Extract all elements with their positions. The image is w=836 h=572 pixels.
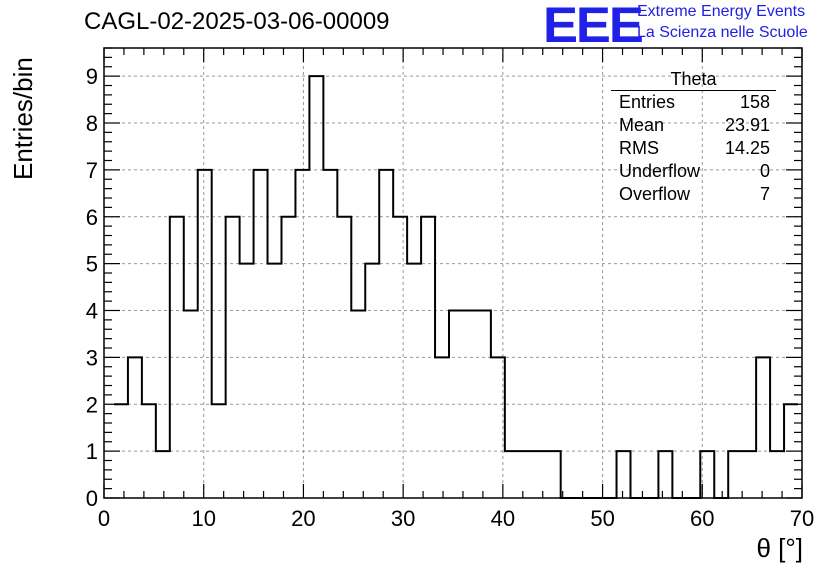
histogram-bin — [240, 264, 254, 498]
stats-row-entries: Entries 158 — [611, 91, 776, 114]
histogram-bin — [617, 451, 631, 498]
histogram-bin — [770, 451, 784, 498]
histogram-bin — [198, 170, 212, 498]
histogram-bin — [309, 76, 323, 498]
histogram-bin — [533, 451, 547, 498]
histogram-bin — [658, 451, 672, 498]
x-tick-label: 10 — [191, 506, 215, 531]
histogram-bin — [281, 217, 295, 498]
histogram-bin — [435, 357, 449, 498]
y-axis-label: Entries/bin — [8, 0, 39, 180]
y-tick-label: 2 — [86, 392, 98, 417]
brand-line-1: Extreme Energy Events — [637, 3, 806, 20]
stats-label: RMS — [619, 138, 659, 158]
stats-value: 7 — [759, 184, 770, 204]
y-tick-label: 4 — [86, 299, 98, 324]
chart-title: CAGL-02-2025-03-06-00009 — [84, 8, 390, 35]
y-tick-label: 1 — [86, 439, 98, 464]
x-tick-label: 0 — [98, 506, 110, 531]
y-axis-label-text: Entries/bin — [8, 57, 38, 180]
y-tick-label: 0 — [86, 486, 98, 511]
x-tick-label: 20 — [291, 506, 315, 531]
histogram-bin — [756, 357, 770, 498]
brand-line-2: La Scienza nelle Scuole — [637, 24, 808, 41]
histogram-bin — [742, 451, 756, 498]
stats-row-overflow: Overflow 7 — [611, 183, 776, 206]
stats-label: Entries — [619, 92, 676, 112]
stats-value: 14.25 — [724, 138, 770, 158]
histogram-bin — [295, 170, 309, 498]
stats-row-rms: RMS 14.25 — [611, 137, 776, 160]
histogram-bin — [547, 451, 561, 498]
histogram-bin — [128, 357, 142, 498]
stats-value: 0 — [759, 161, 770, 181]
histogram-bin — [505, 451, 519, 498]
x-tick-label: 60 — [690, 506, 714, 531]
stats-value: 23.91 — [724, 115, 770, 135]
stats-label: Underflow — [619, 161, 701, 181]
stats-label: Mean — [619, 115, 665, 135]
stats-box-name: Theta — [611, 68, 776, 91]
histogram-bin — [519, 451, 533, 498]
x-tick-label: 50 — [590, 506, 614, 531]
y-tick-label: 3 — [86, 345, 98, 370]
y-tick-label: 6 — [86, 205, 98, 230]
stats-value: 158 — [739, 92, 770, 112]
histogram-bin — [254, 170, 268, 498]
histogram-bin — [268, 264, 282, 498]
histogram-bin — [728, 451, 742, 498]
y-tick-label: 8 — [86, 111, 98, 136]
histogram-bin — [365, 264, 379, 498]
histogram-bin — [156, 451, 170, 498]
histogram-bin — [407, 264, 421, 498]
x-tick-label: 40 — [491, 506, 515, 531]
stats-row-mean: Mean 23.91 — [611, 114, 776, 137]
y-tick-label: 9 — [86, 64, 98, 89]
stats-row-underflow: Underflow 0 — [611, 160, 776, 183]
x-tick-label: 70 — [790, 506, 814, 531]
eee-logo: EEE — [543, 0, 644, 53]
y-tick-label: 7 — [86, 158, 98, 183]
axis-ticks — [103, 47, 803, 499]
x-axis-label: θ [°] — [756, 533, 803, 563]
stats-label: Overflow — [619, 184, 691, 204]
y-tick-label: 5 — [86, 252, 98, 277]
stats-box: Theta Entries 158 Mean 23.91 RMS 14.25 U… — [611, 68, 776, 206]
histogram-bin — [323, 170, 337, 498]
x-tick-label: 30 — [391, 506, 415, 531]
histogram-bin — [379, 170, 393, 498]
